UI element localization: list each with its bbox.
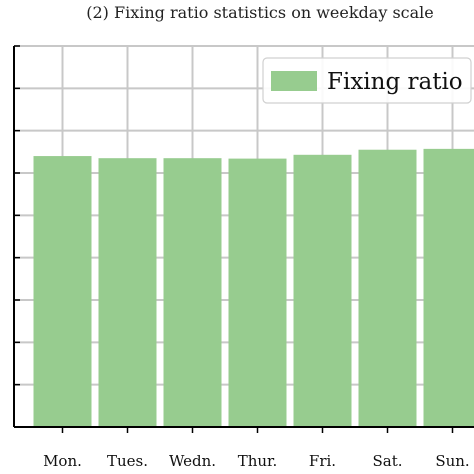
x-tick-label: Wedn.: [169, 452, 216, 470]
legend: Fixing ratio: [262, 57, 472, 104]
x-tick-label: Fri.: [309, 452, 336, 470]
bars: [33, 148, 474, 428]
x-tick-label: Sun.: [435, 452, 469, 470]
x-tick-label: Sat.: [372, 452, 402, 470]
bar-wedn: [163, 158, 222, 427]
legend-label: Fixing ratio: [327, 69, 463, 95]
bar-sat: [358, 149, 417, 427]
bar-thur: [228, 158, 287, 427]
legend-swatch: [271, 71, 317, 91]
bar-sun: [423, 148, 474, 427]
bar-fri: [293, 154, 352, 427]
axes: [13, 46, 474, 428]
x-tick-label: Tues.: [107, 452, 148, 470]
bar-mon: [33, 156, 92, 428]
legend-box: [262, 57, 472, 104]
x-tick-label: Thur.: [238, 452, 278, 470]
bar-tues: [98, 158, 157, 427]
chart-title: (2) Fixing ratio statistics on weekday s…: [86, 3, 434, 22]
x-tick-label: Mon.: [43, 452, 82, 470]
ticks: Mon. Tues. Wedn. Thur. Fri. Sat. Sun.: [14, 45, 470, 470]
